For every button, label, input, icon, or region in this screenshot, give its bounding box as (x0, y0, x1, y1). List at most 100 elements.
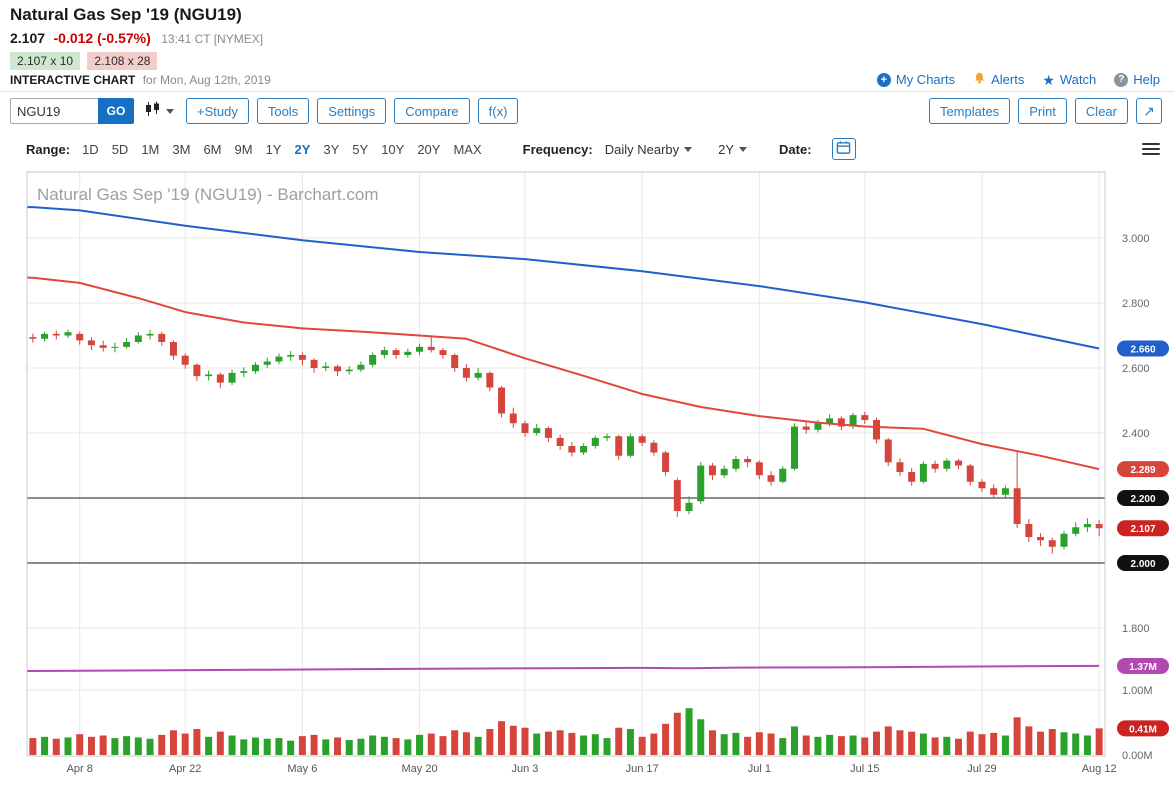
range-option-20y[interactable]: 20Y (417, 141, 441, 157)
svg-text:0.00M: 0.00M (1122, 750, 1153, 762)
range-label: Range: (26, 141, 71, 157)
interactive-chart-label: INTERACTIVE CHART (10, 73, 136, 87)
frequency-label: Frequency: (522, 141, 593, 157)
settings-button[interactable]: Settings (317, 98, 387, 124)
price-chart[interactable]: Natural Gas Sep '19 (NGU19) - Barchart.c… (0, 168, 1174, 782)
link-label: My Charts (895, 72, 956, 87)
link-label: Alerts (991, 72, 1025, 87)
volume-bar-badge: 0.41M (1117, 720, 1169, 737)
svg-text:Jun 3: Jun 3 (512, 763, 539, 775)
header-links: + My Charts Alerts ★ Watch ? Help (876, 71, 1160, 88)
compare-button[interactable]: Compare (394, 98, 470, 124)
last-price: 2.107 (10, 30, 46, 46)
range-option-3m[interactable]: 3M (172, 141, 191, 157)
svg-text:2.000: 2.000 (1130, 559, 1155, 570)
range-options: 1D 5D 1M 3M 6M 9M 1Y 2Y 3Y 5Y 10Y 20Y MAX (82, 142, 495, 157)
volume-line-badge: 1.37M (1117, 657, 1169, 674)
star-icon: ★ (1042, 71, 1055, 88)
frequency-select[interactable]: Daily Nearby (605, 142, 693, 157)
toolbar-buttons-left: +Study Tools Settings Compare f(x) (186, 98, 526, 124)
my-charts-link[interactable]: + My Charts (876, 72, 956, 87)
help-link[interactable]: ? Help (1114, 72, 1160, 87)
range-bar: Range: 1D 5D 1M 3M 6M 9M 1Y 2Y 3Y 5Y 10Y 20Y MAX Fre… (26, 138, 1160, 160)
chevron-down-icon (739, 146, 748, 152)
svg-text:Jul 29: Jul 29 (967, 763, 996, 775)
svg-text:May 20: May 20 (401, 763, 437, 775)
ma-red-badge: 2.289 (1117, 461, 1169, 478)
svg-text:1.800: 1.800 (1122, 623, 1150, 635)
toolbar-buttons-right: Templates Print Clear (928, 98, 1136, 124)
last-price-badge: 2.107 (1117, 520, 1169, 537)
svg-text:Apr 22: Apr 22 (169, 763, 201, 775)
range-option-6m[interactable]: 6M (203, 141, 222, 157)
svg-text:1.00M: 1.00M (1122, 685, 1153, 697)
quote-row: 2.107 -0.012 (-0.57%) 13:41 CT [NYMEX] (10, 30, 263, 48)
svg-text:2.289: 2.289 (1130, 465, 1155, 476)
chart-type-button[interactable] (144, 101, 174, 122)
header-divider (0, 91, 1174, 92)
study-button[interactable]: +Study (186, 98, 249, 124)
expand-button[interactable]: ↗ (1136, 98, 1162, 124)
svg-text:2.600: 2.600 (1122, 363, 1150, 375)
bid-ask-row: 2.107 x 10 2.108 x 28 (10, 52, 158, 70)
svg-text:Aug 12: Aug 12 (1082, 763, 1117, 775)
chevron-down-icon (166, 108, 174, 114)
symbol-search: GO (10, 98, 134, 124)
bid-size: 2.107 x 10 (10, 52, 81, 70)
expand-icon: ↗ (1143, 103, 1155, 119)
svg-text:0.41M: 0.41M (1129, 724, 1157, 735)
chevron-down-icon (684, 146, 693, 152)
range-option-5y[interactable]: 5Y (352, 141, 369, 157)
range-option-3y[interactable]: 3Y (323, 141, 340, 157)
range-option-1d[interactable]: 1D (82, 141, 99, 157)
clear-button[interactable]: Clear (1074, 98, 1128, 124)
range-option-1m[interactable]: 1M (141, 141, 160, 157)
x-axis-labels: Apr 8 Apr 22 May 6 May 20 Jun 3 Jun 17 Jul 1 Ju… (67, 763, 1117, 775)
chart-watermark: Natural Gas Sep '19 (NGU19) - Barchart.c… (37, 185, 378, 204)
volume-line (26, 664, 1100, 672)
go-button[interactable]: GO (98, 98, 134, 124)
volume-bars (29, 708, 1103, 755)
date-label: Date: (779, 141, 812, 157)
chart-area[interactable]: Natural Gas Sep '19 (NGU19) - Barchart.c… (0, 168, 1174, 782)
y-axis-labels: 3.000 2.800 2.600 2.400 1.800 1.00M 0.00M (1122, 233, 1153, 762)
chart-toolbar: GO +Study Tools Settings Compare f(x) Templa… (10, 98, 1162, 124)
range-option-9m[interactable]: 9M (234, 141, 253, 157)
quote-time: 13:41 CT [NYMEX] (161, 32, 264, 46)
candlestick-icon (144, 101, 161, 122)
print-button[interactable]: Print (1018, 98, 1067, 124)
fx-button[interactable]: f(x) (477, 98, 519, 124)
period-select[interactable]: 2Y (718, 141, 748, 157)
ask-size: 2.108 x 28 (87, 52, 158, 70)
level-2200-badge: 2.200 (1117, 490, 1169, 506)
range-option-10y[interactable]: 10Y (381, 141, 405, 157)
svg-text:2.107: 2.107 (1130, 524, 1155, 535)
menu-icon[interactable] (1142, 143, 1160, 155)
svg-text:3.000: 3.000 (1122, 233, 1150, 245)
alerts-link[interactable]: Alerts (973, 71, 1024, 88)
range-option-1y[interactable]: 1Y (265, 141, 282, 157)
symbol-input[interactable] (10, 98, 98, 124)
tools-button[interactable]: Tools (256, 98, 310, 124)
ma-blue (26, 206, 1100, 350)
candles (29, 329, 1103, 554)
range-option-max[interactable]: MAX (453, 141, 482, 157)
price-change: -0.012 (-0.57%) (53, 30, 151, 46)
link-label: Help (1133, 72, 1160, 87)
svg-text:2.800: 2.800 (1122, 298, 1150, 310)
range-option-2y[interactable]: 2Y (294, 141, 311, 157)
templates-button[interactable]: Templates (928, 98, 1011, 124)
plus-circle-icon: + (876, 72, 891, 87)
range-option-5d[interactable]: 5D (111, 141, 129, 157)
interactive-chart-caption: INTERACTIVE CHART for Mon, Aug 12th, 201… (10, 73, 271, 87)
calendar-button[interactable] (831, 138, 856, 160)
watch-link[interactable]: ★ Watch (1042, 72, 1096, 87)
svg-text:Jun 17: Jun 17 (626, 763, 659, 775)
link-label: Watch (1059, 72, 1097, 87)
svg-text:Apr 8: Apr 8 (67, 763, 93, 775)
svg-text:2.400: 2.400 (1122, 428, 1150, 440)
horizontal-level-lines (27, 497, 1105, 564)
ma-red (26, 276, 1100, 471)
period-value: 2Y (718, 141, 735, 157)
svg-text:Jul 15: Jul 15 (850, 763, 879, 775)
